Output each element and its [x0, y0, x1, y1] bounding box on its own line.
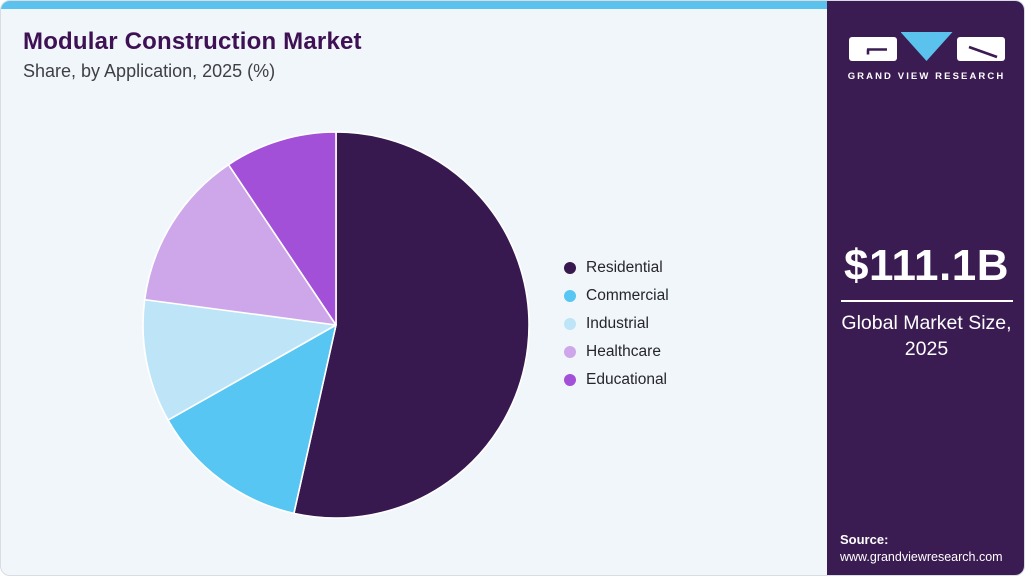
logo-r-block [956, 37, 1005, 61]
legend-dot-icon [564, 262, 576, 274]
legend-item-educational[interactable]: Educational [564, 369, 669, 391]
logo-g-block [848, 37, 897, 61]
pie-slice-industrial[interactable] [142, 298, 337, 421]
pie-slice-commercial[interactable] [167, 324, 337, 515]
source-label: Source: [840, 532, 889, 547]
logo-g-glyph-icon [866, 48, 887, 55]
market-size-caption: Global Market Size, 2025 [827, 310, 1024, 363]
logo-r-glyph-icon [968, 45, 997, 59]
gvr-logo [848, 31, 1005, 61]
market-size-divider [840, 300, 1013, 302]
legend-item-healthcare[interactable]: Healthcare [564, 341, 669, 363]
legend-item-residential[interactable]: Residential [564, 257, 669, 279]
chart-legend: Residential Commercial Industrial Healthcar… [564, 257, 669, 397]
logo-v-triangle-icon [900, 32, 953, 61]
page-subtitle: Share, by Application, 2025 (%) [23, 61, 276, 81]
pie-chart-area [136, 125, 536, 525]
legend-item-commercial[interactable]: Commercial [564, 285, 669, 307]
logo-wordmark: GRAND VIEW RESEARCH [847, 71, 1006, 82]
top-accent-strip [1, 1, 1024, 9]
legend-item-industrial[interactable]: Industrial [564, 313, 669, 335]
legend-label: Healthcare [586, 343, 661, 360]
legend-dot-icon [564, 374, 576, 386]
pie-slice-educational[interactable] [227, 131, 337, 326]
market-size-value: $111.1B [844, 241, 1009, 290]
pie-chart [142, 131, 530, 519]
market-size-caption-line1: Global Market Size, [841, 312, 1012, 334]
pie-slice-residential[interactable] [293, 131, 530, 519]
legend-dot-icon [564, 346, 576, 358]
market-size-block: $111.1B Global Market Size, 2025 [827, 241, 1024, 363]
legend-label: Commercial [586, 287, 669, 304]
page-title: Modular Construction Market [23, 28, 362, 55]
sidebar: GRAND VIEW RESEARCH $111.1B Global Marke… [827, 1, 1024, 575]
legend-dot-icon [564, 318, 576, 330]
legend-label: Educational [586, 371, 668, 388]
legend-label: Industrial [586, 315, 649, 332]
market-size-caption-line2: 2025 [904, 338, 949, 361]
legend-label: Residential [586, 259, 663, 276]
source-url[interactable]: www.grandviewresearch.com [840, 550, 1003, 564]
source-block: Source: www.grandviewresearch.com [840, 532, 1003, 564]
legend-dot-icon [564, 290, 576, 302]
pie-slice-healthcare[interactable] [143, 163, 337, 326]
